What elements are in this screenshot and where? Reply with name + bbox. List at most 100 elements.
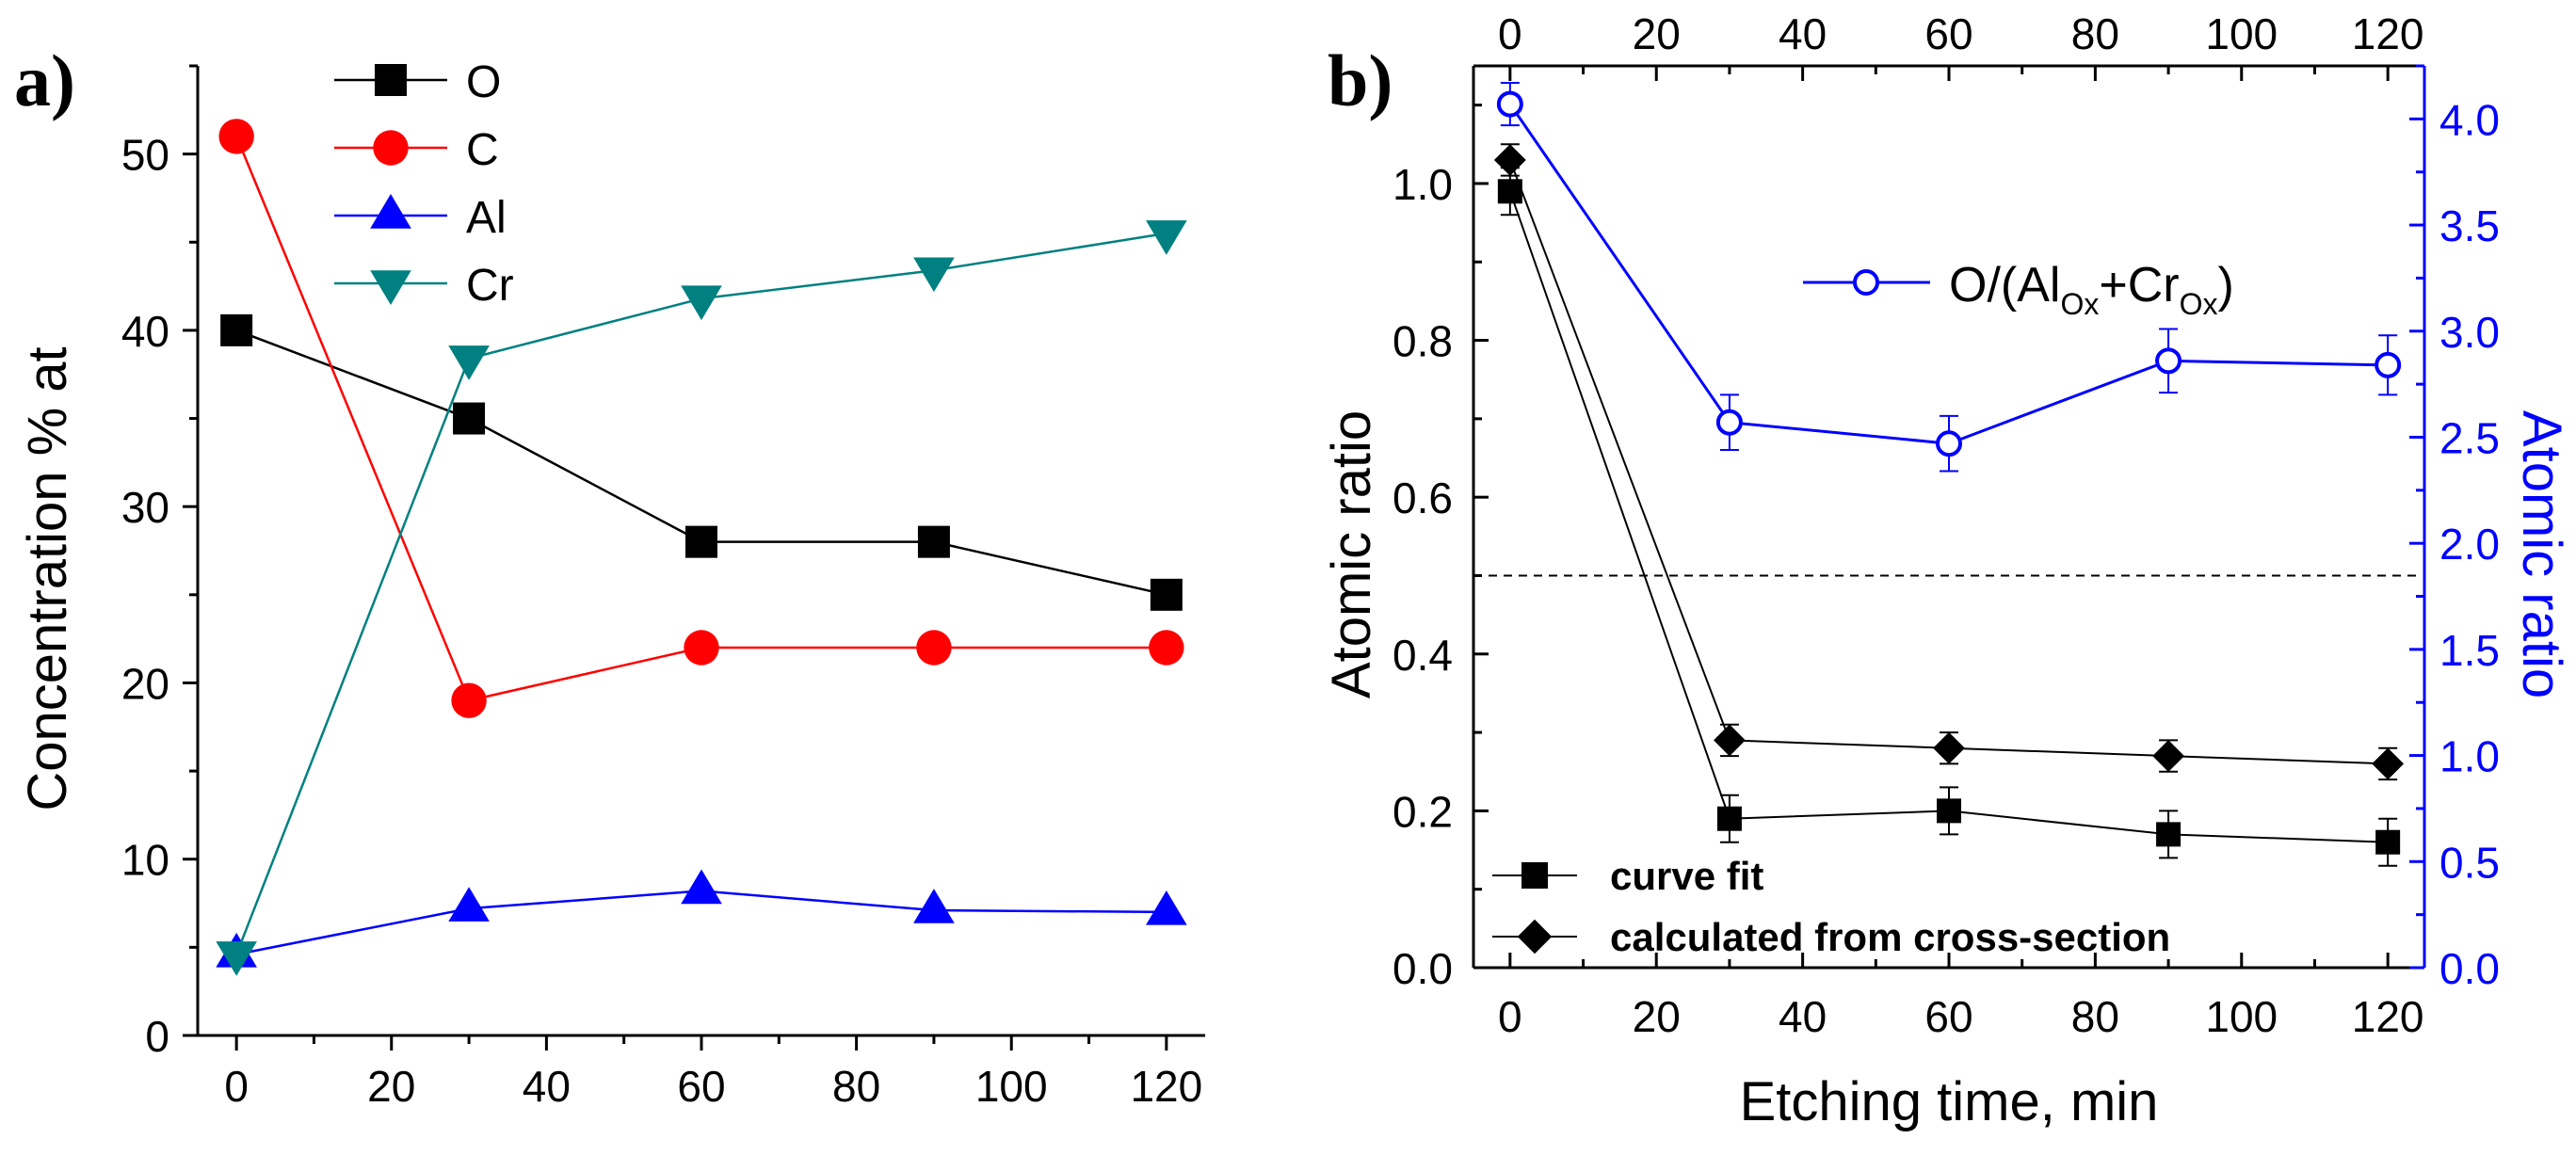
axes-b: 0 0 20 20 40 40 60 60 80 80 100 100 120 120 0.0 0.2 0.4 0… (1393, 9, 2500, 1041)
y-tick-label-b-right: 3.0 (2439, 308, 2500, 357)
data-point-Al (681, 869, 722, 905)
y-tick-label-a: 20 (121, 659, 169, 708)
y-tick-label-a: 30 (121, 483, 169, 532)
y-tick-label-b-right: 0.5 (2439, 838, 2500, 887)
data-point-O (220, 313, 253, 346)
legend-marker-calculated from cross-section (1517, 919, 1553, 954)
y-tick-label-b-right: 3.5 (2439, 201, 2500, 250)
data-point-O/(AlOx+CrOx) (1715, 409, 1743, 436)
legend-text-part: O/(Al (1949, 258, 2060, 313)
data-point-calculated from cross-section (1493, 144, 1526, 176)
x-tick-label-a: 80 (832, 1062, 880, 1111)
data-point-Al (448, 887, 490, 922)
x-tick-label-b-top: 60 (1924, 9, 1972, 58)
x-tick-label-a: 40 (523, 1062, 571, 1111)
y-tick-label-b-left: 0.8 (1393, 317, 1453, 366)
data-point-Al (913, 889, 955, 923)
data-point-curve fit (2156, 822, 2182, 847)
legend-text-part: +Cr (2099, 258, 2179, 313)
legend-label-Cr: Cr (466, 261, 514, 311)
y-tick-label-b-right: 0.0 (2439, 944, 2500, 993)
data-point-Cr (913, 257, 955, 293)
x-tick-label-b-bottom: 0 (1498, 992, 1522, 1041)
data-point-calculated from cross-section (2372, 747, 2405, 780)
x-tick-label-a: 20 (367, 1062, 415, 1111)
x-tick-label-b-top: 100 (2205, 9, 2278, 58)
series-group-a (216, 119, 1187, 976)
y-tick-label-b-right: 1.5 (2439, 626, 2500, 675)
y-tick-label-b-left: 0.4 (1393, 631, 1453, 680)
legend-label-curve fit: curve fit (1610, 854, 1763, 898)
panel-a-label: a) (14, 40, 75, 121)
y-tick-label-b-left: 0.2 (1393, 787, 1453, 836)
x-tick-label-a: 120 (1130, 1062, 1202, 1111)
y-axis-label-b-left: Atomic ratio (1321, 410, 1382, 698)
panel-b-label: b) (1328, 40, 1393, 121)
data-point-O (453, 402, 486, 435)
data-point-O/(AlOx+CrOx) (1936, 430, 1962, 457)
legend-label-O: O (466, 57, 501, 107)
data-point-Cr (1146, 220, 1187, 255)
y-axis-label-b-right: Atomic ratio (2511, 410, 2572, 698)
data-point-calculated from cross-section (1714, 724, 1746, 757)
x-tick-label-b-bottom: 60 (1924, 992, 1972, 1041)
data-point-C (916, 630, 952, 666)
y-tick-label-b-right: 4.0 (2439, 95, 2500, 144)
x-tick-label-b-bottom: 100 (2205, 992, 2278, 1041)
data-point-O/(AlOx+CrOx) (2375, 351, 2402, 378)
x-axis-label-b: Etching time, min (1740, 1071, 2159, 1132)
x-tick-label-b-top: 40 (1779, 9, 1827, 58)
legend-marker-C (373, 130, 409, 166)
x-tick-label-b-top: 0 (1498, 9, 1522, 58)
y-tick-label-a: 40 (121, 307, 169, 356)
y-tick-label-a: 50 (121, 131, 169, 180)
legend-marker-blue (1853, 269, 1879, 296)
y-tick-label-b-left: 0.0 (1393, 944, 1453, 993)
legend-subscript: Ox (2060, 287, 2099, 321)
data-point-curve fit (2375, 829, 2401, 855)
x-tick-label-b-top: 120 (2352, 9, 2424, 58)
legend-marker-curve fit (1521, 862, 1548, 889)
data-point-O (917, 525, 950, 558)
x-tick-label-b-bottom: 80 (2071, 992, 2119, 1041)
y-axis-label-a: Concentration % at (17, 346, 78, 810)
legend-b: curve fit calculated from cross-section O/… (1492, 258, 2234, 959)
data-point-O/(AlOx+CrOx) (1496, 90, 1523, 118)
legend-label-Al: Al (466, 193, 507, 243)
x-tick-label-a: 0 (224, 1062, 249, 1111)
data-point-curve fit (1716, 806, 1742, 831)
x-tick-label-b-top: 80 (2071, 9, 2119, 58)
data-point-O (1150, 578, 1183, 611)
x-tick-label-b-top: 20 (1633, 9, 1681, 58)
data-point-C (684, 630, 719, 666)
data-point-C (1149, 630, 1184, 666)
x-tick-label-a: 100 (975, 1062, 1048, 1111)
data-point-Cr (681, 285, 722, 321)
y-tick-label-a: 0 (145, 1012, 169, 1061)
data-point-calculated from cross-section (1933, 731, 1965, 764)
x-tick-label-a: 60 (677, 1062, 725, 1111)
chart-panel-b: 0 0 20 20 40 40 60 60 80 80 100 100 120 120 0.0 0.2 0.4 0… (1321, 9, 2572, 1132)
chart-panel-a: 0 20 40 60 80 100 120 0 10 20 30 40 50 OC Al Cr Concen… (17, 57, 1205, 1111)
data-point-Cr (216, 941, 257, 976)
x-tick-label-b-bottom: 40 (1779, 992, 1827, 1041)
y-tick-label-b-right: 1.0 (2439, 732, 2500, 781)
legend-marker-Cr (370, 270, 411, 305)
legend-label-calculated from cross-section: calculated from cross-section (1610, 915, 2170, 959)
x-tick-label-b-bottom: 20 (1633, 992, 1681, 1041)
legend-a: OC Al Cr (334, 57, 514, 311)
data-point-C (451, 682, 487, 718)
data-point-Al (1146, 890, 1187, 925)
y-tick-label-a: 10 (121, 836, 169, 885)
axes-a: 0 20 40 60 80 100 120 0 10 20 30 40 50 (121, 64, 1205, 1111)
y-tick-label-b-left: 0.6 (1393, 473, 1453, 522)
legend-subscript: Ox (2180, 287, 2218, 321)
y-tick-label-b-left: 1.0 (1393, 160, 1453, 209)
legend-label-blue: O/(AlOx+CrOx) (1949, 258, 2234, 321)
legend-marker-Al (370, 194, 411, 229)
data-point-O (685, 525, 717, 558)
data-point-Cr (448, 345, 490, 380)
x-tick-label-b-bottom: 120 (2352, 992, 2424, 1041)
legend-label-C: C (466, 125, 499, 175)
